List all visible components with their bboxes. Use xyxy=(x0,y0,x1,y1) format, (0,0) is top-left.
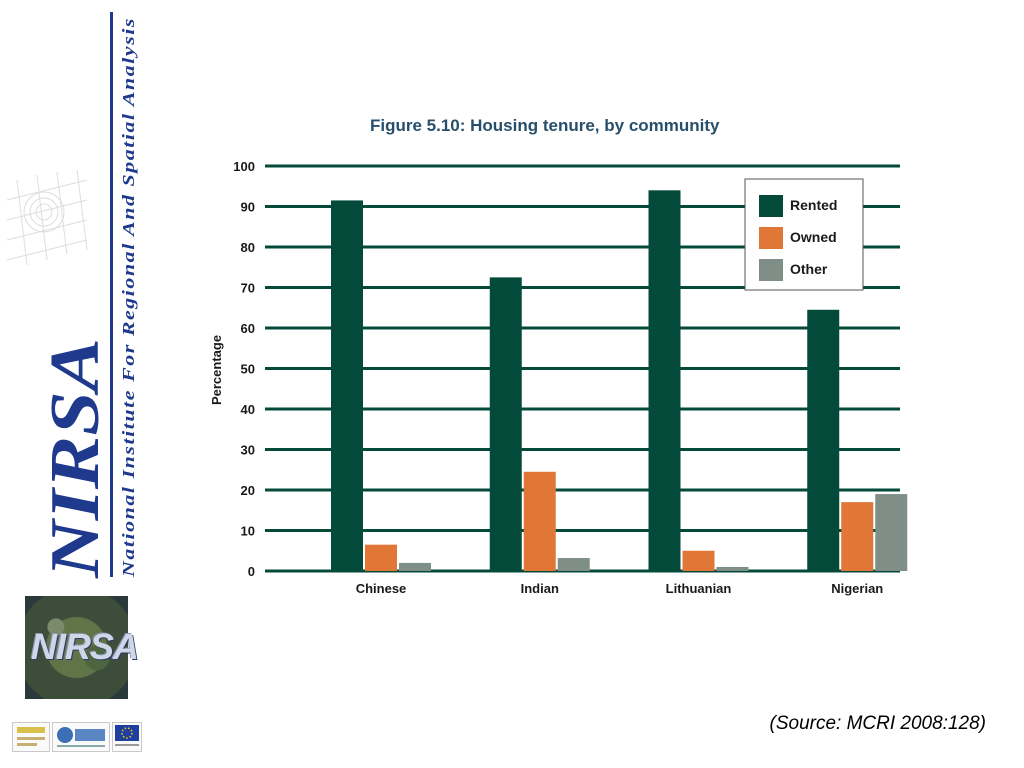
grid-swirl-icon xyxy=(6,170,88,266)
institute-name-text: National Institute For Regional And Spat… xyxy=(119,17,138,578)
legend-label-owned: Owned xyxy=(790,229,837,245)
bar-other-nigerian xyxy=(875,494,908,571)
y-tick-label: 60 xyxy=(241,321,255,336)
x-tick-label: Chinese xyxy=(356,581,407,596)
ndp-logo xyxy=(52,722,110,752)
nirsa-logo-text: NIRSA xyxy=(37,338,108,579)
bar-other-indian xyxy=(557,558,590,571)
x-tick-label: Indian xyxy=(521,581,559,596)
legend-swatch-other xyxy=(759,259,783,281)
x-tick-label: Nigerian xyxy=(831,581,883,596)
ireland-map-image: NIRSA xyxy=(25,596,139,699)
bar-rented-indian xyxy=(489,277,522,571)
legend-label-rented: Rented xyxy=(790,197,837,213)
hea-logo xyxy=(12,722,50,752)
bar-other-chinese xyxy=(399,562,431,571)
branding-column: National Institute For Regional And Spat… xyxy=(0,0,160,600)
bar-rented-nigerian xyxy=(807,309,840,571)
y-tick-label: 50 xyxy=(241,362,255,377)
bar-owned-chinese xyxy=(365,544,397,571)
y-tick-label: 100 xyxy=(233,159,255,174)
y-tick-label: 30 xyxy=(241,443,255,458)
chart-title: Figure 5.10: Housing tenure, by communit… xyxy=(370,116,720,135)
institute-name-svg: National Institute For Regional And Spat… xyxy=(119,17,138,578)
y-axis-label: Percentage xyxy=(209,335,224,405)
bar-rented-chinese xyxy=(331,200,363,572)
legend-label-other: Other xyxy=(790,261,828,277)
y-tick-label: 0 xyxy=(248,564,255,579)
footer-logos xyxy=(12,722,142,752)
map-tile-text: NIRSA xyxy=(31,626,139,667)
y-tick-label: 20 xyxy=(241,483,255,498)
y-tick-label: 10 xyxy=(241,524,255,539)
source-note: (Source: MCRI 2008:128) xyxy=(769,713,987,734)
brand-divider xyxy=(110,12,113,577)
y-tick-label: 40 xyxy=(241,402,255,417)
nirsa-logo: NIRSA xyxy=(37,338,108,579)
y-tick-label: 90 xyxy=(241,200,255,215)
legend-swatch-rented xyxy=(759,195,783,217)
institute-name: National Institute For Regional And Spat… xyxy=(119,12,138,578)
eu-flag-logo xyxy=(112,722,142,752)
bar-rented-lithuanian xyxy=(648,190,681,572)
bar-owned-indian xyxy=(523,471,556,571)
y-tick-label: 80 xyxy=(241,240,255,255)
x-tick-label: Lithuanian xyxy=(666,581,732,596)
y-tick-label: 70 xyxy=(241,281,255,296)
bar-chart: 0 10 20 30 40 50 60 70 80 90 100 Percentage Chinese I… xyxy=(209,159,908,596)
bar-owned-nigerian xyxy=(841,502,874,571)
bar-other-lithuanian xyxy=(716,566,749,571)
legend-swatch-owned xyxy=(759,227,783,249)
bar-owned-lithuanian xyxy=(682,550,715,571)
